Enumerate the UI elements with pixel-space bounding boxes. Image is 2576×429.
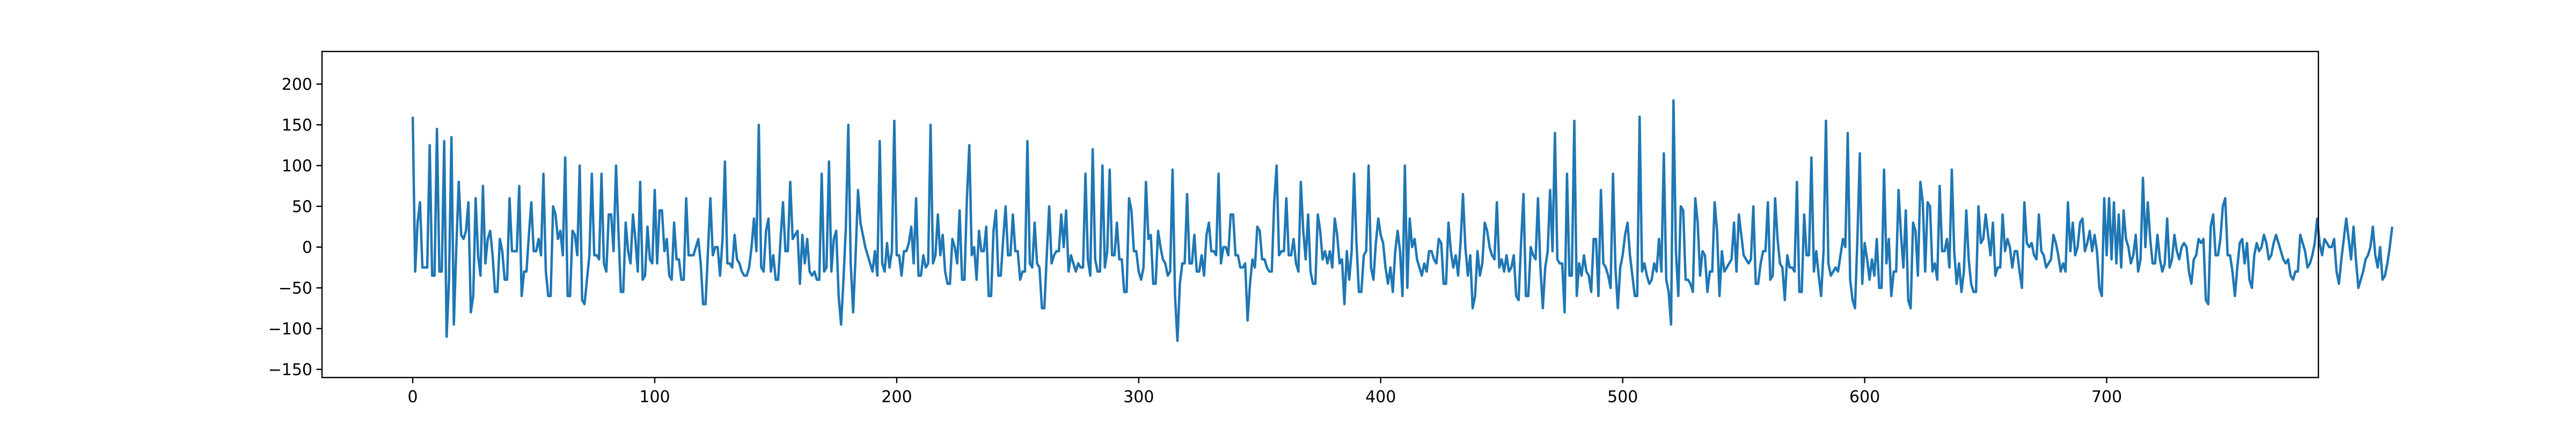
- plot-frame: [321, 50, 2319, 379]
- y-tick-label: −100: [268, 320, 312, 338]
- y-tick-label: 0: [302, 238, 312, 257]
- y-tick-label: −150: [268, 360, 312, 379]
- x-tick-label: 400: [1365, 388, 1396, 406]
- y-axis: −150 −100 −50 0 50 100 150 200: [268, 75, 322, 379]
- x-tick-label: 100: [639, 388, 670, 406]
- x-tick-label: 0: [408, 388, 418, 406]
- y-tick-label: 50: [292, 197, 312, 216]
- chart-marks: [411, 99, 2394, 342]
- x-tick-label: 200: [881, 388, 912, 406]
- x-tick-label: 700: [2091, 388, 2122, 406]
- y-tick-label: 200: [282, 75, 312, 94]
- x-tick-label: 600: [1849, 388, 1880, 406]
- y-tick-label: 150: [282, 116, 312, 135]
- x-axis: 0 100 200 300 400 500 600 700: [408, 378, 2122, 406]
- y-tick-label: 100: [282, 157, 312, 175]
- series-line-0: [411, 99, 2394, 342]
- x-tick-label: 500: [1607, 388, 1638, 406]
- x-tick-label: 300: [1123, 388, 1154, 406]
- plot-area: [322, 51, 2318, 378]
- y-tick-label: −50: [279, 279, 312, 298]
